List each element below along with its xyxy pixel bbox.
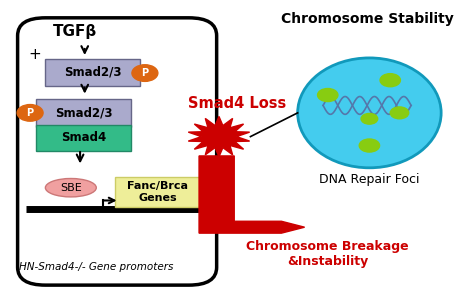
FancyBboxPatch shape [46, 59, 140, 86]
Polygon shape [188, 116, 250, 157]
FancyBboxPatch shape [36, 99, 131, 127]
Ellipse shape [298, 58, 441, 168]
FancyBboxPatch shape [115, 177, 201, 207]
Text: P: P [141, 68, 148, 78]
Text: SBE: SBE [60, 183, 82, 193]
Text: P: P [27, 108, 34, 118]
Text: HN-Smad4-/- Gene promoters: HN-Smad4-/- Gene promoters [19, 262, 173, 272]
Circle shape [380, 74, 401, 87]
FancyBboxPatch shape [36, 125, 131, 151]
Text: Chromosome Stability: Chromosome Stability [281, 12, 454, 26]
Text: DNA Repair Foci: DNA Repair Foci [319, 173, 419, 186]
Circle shape [17, 105, 43, 121]
Ellipse shape [46, 178, 96, 197]
Circle shape [318, 89, 338, 102]
Text: TGFβ: TGFβ [54, 24, 98, 39]
Text: Smad4: Smad4 [61, 132, 106, 144]
Circle shape [359, 139, 380, 152]
Circle shape [132, 65, 158, 81]
Text: Smad4 Loss: Smad4 Loss [188, 97, 287, 111]
Text: Fanc/Brca
Genes: Fanc/Brca Genes [127, 181, 188, 203]
Polygon shape [199, 156, 305, 233]
Circle shape [361, 113, 378, 124]
Text: Chromosome Breakage
&Instability: Chromosome Breakage &Instability [246, 240, 409, 268]
Circle shape [390, 107, 409, 119]
Text: Smad2/3: Smad2/3 [55, 107, 112, 120]
Text: Smad2/3: Smad2/3 [64, 66, 121, 79]
FancyBboxPatch shape [18, 18, 217, 285]
Text: +: + [29, 48, 42, 62]
